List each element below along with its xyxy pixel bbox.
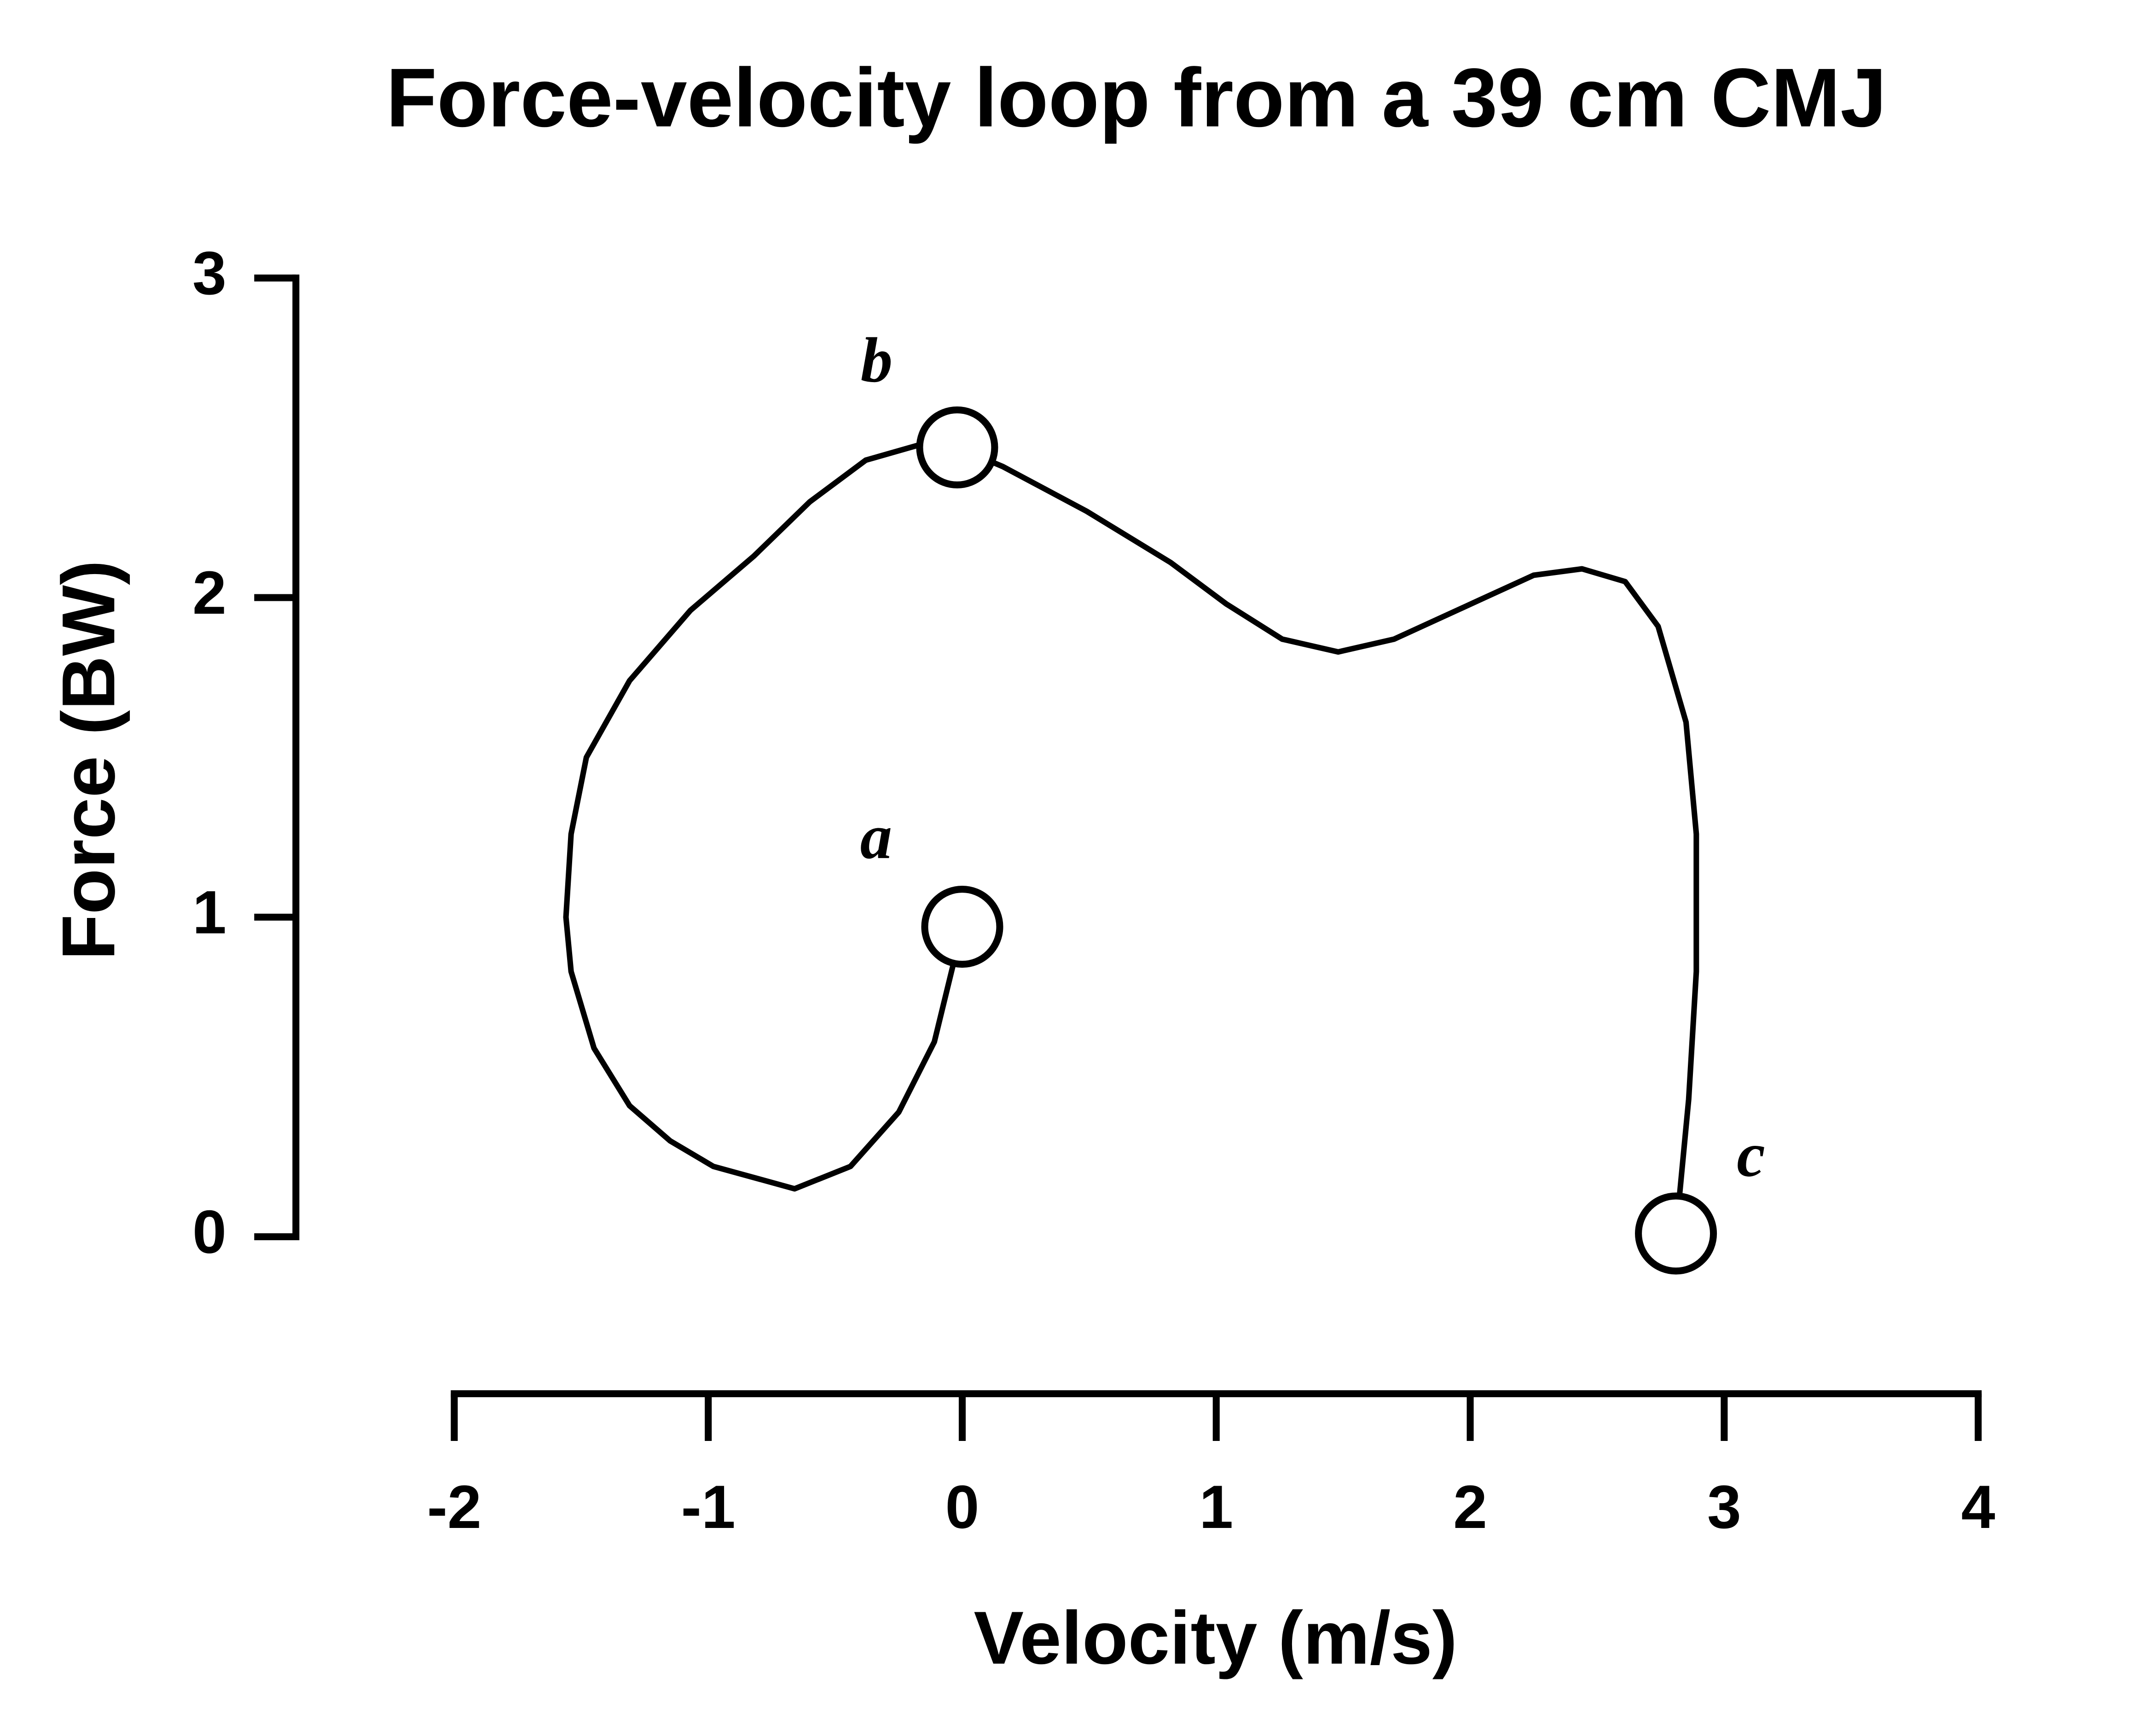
x-tick-label: 1 bbox=[1199, 1473, 1233, 1541]
y-axis-label: Force (BW) bbox=[46, 560, 130, 960]
point-label: b bbox=[861, 325, 893, 396]
y-tick-label: 0 bbox=[192, 1198, 226, 1266]
y-tick-label: 2 bbox=[192, 559, 226, 627]
data-line bbox=[563, 441, 1699, 1234]
chart-title: Force-velocity loop from a 39 cm CMJ bbox=[386, 52, 1887, 145]
marker bbox=[921, 886, 1003, 968]
x-tick-label: 4 bbox=[1961, 1473, 1995, 1541]
y-tick-label: 3 bbox=[192, 239, 226, 308]
point-label: a bbox=[860, 801, 892, 872]
marker bbox=[916, 406, 998, 488]
y-tick-label: 1 bbox=[192, 878, 226, 947]
marker bbox=[1635, 1192, 1717, 1275]
x-tick-label: 3 bbox=[1707, 1473, 1741, 1541]
x-tick-label: 2 bbox=[1453, 1473, 1487, 1541]
point-label: c bbox=[1737, 1119, 1765, 1190]
x-tick-label: -1 bbox=[681, 1473, 736, 1541]
x-axis-label: Velocity (m/s) bbox=[974, 1596, 1457, 1680]
x-tick-label: 0 bbox=[945, 1473, 979, 1541]
x-tick-label: -2 bbox=[427, 1473, 481, 1541]
